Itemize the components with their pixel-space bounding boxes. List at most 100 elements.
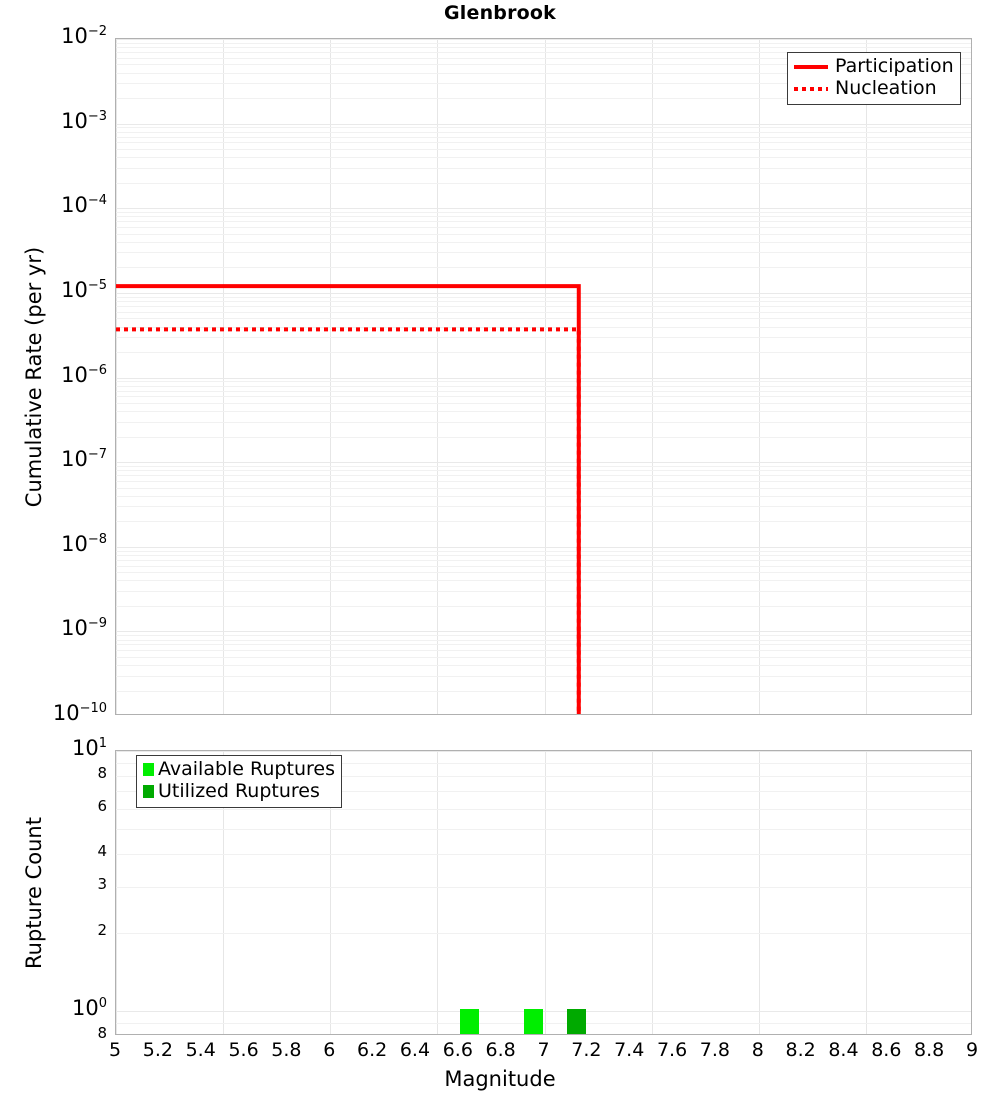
ytick-label: 3 [97, 874, 107, 893]
horizontal-gridline-major [116, 631, 971, 633]
horizontal-gridline [116, 1010, 971, 1012]
horizontal-gridline-minor [116, 487, 971, 489]
horizontal-gridline [116, 1022, 971, 1024]
xtick-label: 7.2 [571, 1039, 602, 1061]
horizontal-gridline-minor [116, 475, 971, 477]
horizontal-gridline-minor [116, 157, 971, 159]
horizontal-gridline [116, 932, 971, 934]
xtick-label: 5 [108, 1039, 122, 1061]
xtick-label: 7.6 [656, 1039, 688, 1061]
horizontal-gridline-minor [116, 390, 971, 392]
horizontal-gridline-minor [116, 635, 971, 637]
horizontal-gridline-minor [116, 495, 971, 497]
horizontal-gridline-minor [116, 149, 971, 151]
horizontal-gridline [116, 854, 971, 856]
horizontal-gridline-minor [116, 352, 971, 354]
xtick-label: 7 [537, 1039, 550, 1061]
ytick-label: 10−9 [61, 616, 107, 641]
horizontal-gridline-minor [116, 690, 971, 692]
horizontal-gridline-major [116, 546, 971, 548]
ytick-label: 10−4 [61, 193, 107, 218]
ytick-label: 8 [97, 1024, 107, 1042]
xtick-label: 8.4 [828, 1039, 859, 1061]
vertical-gridline [651, 751, 653, 1034]
top-plot-data [116, 39, 971, 714]
horizontal-gridline-minor [116, 665, 971, 667]
horizontal-gridline-minor [116, 559, 971, 561]
vertical-gridline [544, 751, 546, 1034]
horizontal-gridline-minor [116, 470, 971, 472]
horizontal-gridline-minor [116, 550, 971, 552]
horizontal-gridline [116, 829, 971, 831]
xtick-label: 5.2 [142, 1039, 173, 1061]
vertical-gridline [116, 751, 117, 1034]
horizontal-gridline [116, 776, 971, 778]
horizontal-gridline-minor [116, 52, 971, 54]
horizontal-gridline-minor [116, 311, 971, 313]
bottom-plot-legend: Available Ruptures Utilized Ruptures [136, 755, 342, 808]
horizontal-gridline-minor [116, 436, 971, 438]
horizontal-gridline-minor [116, 72, 971, 74]
horizontal-gridline-minor [116, 42, 971, 44]
horizontal-gridline-minor [116, 572, 971, 574]
horizontal-gridline-minor [116, 131, 971, 133]
horizontal-gridline-minor [116, 402, 971, 404]
horizontal-gridline-minor [116, 396, 971, 398]
ytick-label: 10−6 [61, 362, 107, 387]
ytick-label: 100 [71, 995, 107, 1020]
horizontal-gridline-minor [116, 580, 971, 582]
rupture-count-bar [460, 1008, 479, 1034]
horizontal-gridline-minor [116, 305, 971, 307]
vertical-gridline [437, 751, 439, 1034]
rupture-count-bar [524, 1008, 544, 1034]
vertical-gridline [651, 39, 653, 714]
horizontal-gridline-major [116, 377, 971, 379]
horizontal-gridline-minor [116, 136, 971, 138]
horizontal-gridline-minor [116, 675, 971, 677]
vertical-gridline [223, 39, 225, 714]
horizontal-gridline-minor [116, 326, 971, 328]
ytick-label: 2 [97, 920, 107, 939]
green-square-icon [143, 763, 154, 777]
vertical-gridline [865, 751, 867, 1034]
horizontal-gridline [116, 808, 971, 810]
horizontal-gridline [116, 751, 971, 752]
horizontal-gridline-minor [116, 381, 971, 383]
horizontal-gridline-minor [116, 644, 971, 646]
horizontal-gridline-minor [116, 605, 971, 607]
horizontal-gridline-minor [116, 221, 971, 223]
horizontal-gridline-major [116, 292, 971, 294]
horizontal-gridline-minor [116, 252, 971, 254]
xtick-label: 6.2 [356, 1039, 388, 1061]
legend-label-available-ruptures: Available Ruptures [158, 758, 335, 780]
horizontal-gridline-minor [116, 565, 971, 567]
xtick-label: 6 [323, 1039, 336, 1061]
horizontal-gridline-minor [116, 64, 971, 66]
horizontal-gridline-minor [116, 227, 971, 229]
ytick-label: 8 [97, 764, 107, 783]
top-plot-gridlines [116, 39, 971, 714]
xtick-label: 8.6 [871, 1039, 902, 1061]
vertical-gridline [544, 39, 546, 714]
ytick-label: 10−10 [52, 701, 107, 725]
horizontal-gridline-minor [116, 167, 971, 169]
horizontal-gridline-major [116, 123, 971, 125]
dark-green-square-icon [143, 785, 154, 799]
xtick-label: 6.4 [399, 1039, 431, 1061]
horizontal-gridline-minor [116, 182, 971, 184]
legend-item-available-ruptures: Available Ruptures [143, 758, 335, 781]
ytick-label: 6 [97, 796, 107, 815]
horizontal-gridline-minor [116, 296, 971, 298]
solid-line-icon [794, 64, 828, 69]
horizontal-gridline-major [116, 39, 971, 40]
horizontal-gridline-minor [116, 590, 971, 592]
horizontal-gridline-minor [116, 98, 971, 100]
dotted-line-icon [794, 86, 828, 91]
vertical-gridline [437, 39, 439, 714]
xtick-label: 5.6 [228, 1039, 259, 1061]
legend-label-utilized-ruptures: Utilized Ruptures [158, 779, 320, 802]
ytick-label: 101 [71, 736, 107, 760]
horizontal-gridline-minor [116, 639, 971, 641]
vertical-gridline [758, 39, 760, 714]
horizontal-gridline-minor [116, 318, 971, 320]
